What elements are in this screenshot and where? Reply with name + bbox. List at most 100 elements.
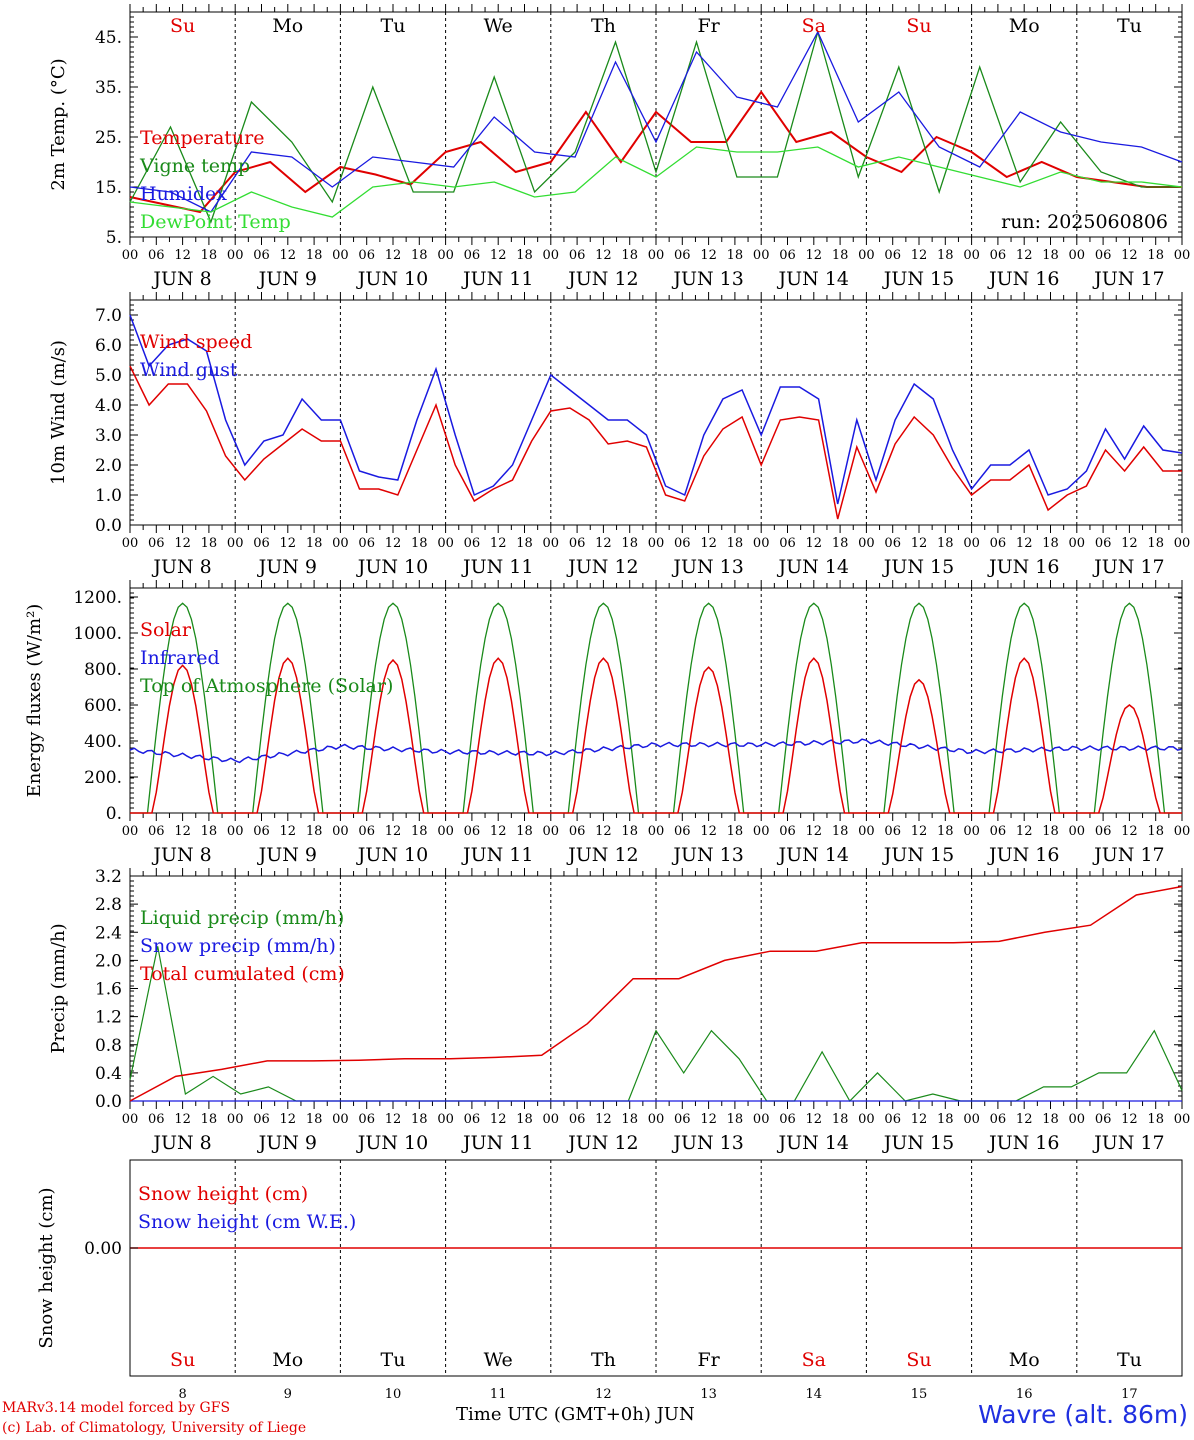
- series-line-infrared: [129, 738, 1183, 764]
- date-tick-label: JUN 8: [151, 268, 211, 290]
- hour-tick-label: 12: [700, 536, 717, 551]
- weekday-label: Su: [170, 1349, 195, 1371]
- weekday-label: Tu: [1117, 15, 1142, 37]
- hour-tick-label: 06: [674, 1112, 691, 1127]
- weekday-label: Su: [906, 15, 931, 37]
- date-tick-label: JUN 12: [566, 1132, 638, 1154]
- y-tick-label: 2.4: [95, 923, 122, 943]
- panel-frame: [129, 299, 1183, 526]
- hour-tick-label: 18: [516, 824, 533, 839]
- hour-tick-label: 12: [1016, 248, 1033, 263]
- hour-tick-label: 06: [464, 248, 481, 263]
- hour-tick-label: 18: [727, 824, 744, 839]
- series-line-temperature: [129, 90, 1182, 214]
- hour-tick-label: 12: [911, 824, 928, 839]
- y-axis-title: Snow height (cm): [36, 1187, 57, 1348]
- hour-tick-label: 00: [1174, 248, 1191, 263]
- hour-tick-label: 18: [306, 824, 323, 839]
- day-number-label: 8: [178, 1387, 186, 1402]
- y-axis-title: Precip (mm/h): [48, 923, 69, 1053]
- hour-tick-label: 06: [1095, 536, 1112, 551]
- y-axis-title: Energy fluxes (W/m²): [24, 604, 45, 798]
- legend-entry: Total cumulated (cm): [140, 963, 345, 985]
- hour-tick-label: 12: [490, 1112, 507, 1127]
- hour-tick-label: 12: [595, 1112, 612, 1127]
- y-tick-label: 0.4: [95, 1064, 122, 1084]
- hour-tick-label: 00: [437, 536, 454, 551]
- hour-tick-label: 12: [806, 536, 823, 551]
- hour-tick-label: 18: [832, 536, 849, 551]
- hour-tick-label: 18: [727, 248, 744, 263]
- hour-tick-label: 00: [543, 536, 560, 551]
- hour-tick-label: 18: [411, 536, 428, 551]
- hour-tick-label: 12: [1016, 536, 1033, 551]
- hour-tick-label: 12: [1121, 824, 1138, 839]
- date-tick-label: JUN 12: [566, 556, 638, 578]
- hour-tick-label: 18: [1147, 536, 1164, 551]
- day-number-label: 9: [284, 1387, 292, 1402]
- legend-entry: Vigne temp: [139, 155, 250, 177]
- hour-tick-label: 18: [306, 1112, 323, 1127]
- y-tick-label: 800.: [84, 660, 122, 680]
- day-number-label: 16: [1016, 1387, 1033, 1402]
- hour-tick-label: 06: [358, 536, 375, 551]
- hour-tick-label: 00: [437, 824, 454, 839]
- legend-entry: Wind gust: [140, 359, 238, 381]
- y-tick-label: 5.: [106, 228, 122, 248]
- hour-tick-label: 06: [569, 1112, 586, 1127]
- date-tick-label: JUN 17: [1092, 268, 1164, 290]
- hour-tick-label: 00: [122, 536, 139, 551]
- station-name: Wavre (alt. 86m): [978, 1400, 1188, 1429]
- hour-tick-label: 12: [174, 536, 191, 551]
- date-tick-label: JUN 9: [257, 268, 317, 290]
- hour-tick-label: 00: [227, 536, 244, 551]
- hour-tick-label: 06: [990, 248, 1007, 263]
- y-tick-label: 7.0: [95, 306, 122, 326]
- y-tick-label: 1200.: [73, 588, 122, 608]
- date-tick-label: JUN 10: [356, 844, 428, 866]
- day-number-label: 15: [911, 1387, 928, 1402]
- y-tick-label: 3.0: [95, 426, 122, 446]
- hour-tick-label: 12: [595, 248, 612, 263]
- hour-tick-label: 06: [569, 248, 586, 263]
- y-tick-label: 600.: [84, 696, 122, 716]
- hour-tick-label: 18: [1042, 824, 1059, 839]
- date-tick-label: JUN 14: [777, 1132, 849, 1154]
- hour-tick-label: 12: [490, 824, 507, 839]
- hour-tick-label: 12: [700, 248, 717, 263]
- hour-tick-label: 00: [122, 248, 139, 263]
- hour-tick-label: 00: [227, 1112, 244, 1127]
- hour-tick-label: 06: [674, 536, 691, 551]
- date-tick-label: JUN 17: [1092, 1132, 1164, 1154]
- y-tick-label: 2.8: [95, 895, 122, 915]
- hour-tick-label: 00: [332, 248, 349, 263]
- y-tick-label: 1.2: [95, 1008, 122, 1028]
- date-tick-label: JUN 10: [356, 556, 428, 578]
- y-tick-label: 15.: [95, 178, 122, 198]
- hour-tick-label: 06: [779, 248, 796, 263]
- hour-tick-label: 12: [1016, 824, 1033, 839]
- date-tick-label: JUN 16: [987, 556, 1059, 578]
- series-line-vigne-temp: [129, 29, 1182, 224]
- legend-entry: Temperature: [140, 127, 264, 149]
- hour-tick-label: 18: [621, 536, 638, 551]
- hour-tick-label: 06: [674, 248, 691, 263]
- hour-tick-label: 00: [1069, 248, 1086, 263]
- hour-tick-label: 00: [543, 824, 560, 839]
- hour-tick-label: 12: [700, 1112, 717, 1127]
- hour-tick-label: 06: [1095, 248, 1112, 263]
- day-number-label: 12: [595, 1387, 612, 1402]
- hour-tick-label: 18: [1147, 248, 1164, 263]
- hour-tick-label: 18: [832, 1112, 849, 1127]
- weekday-label: Sa: [802, 1349, 826, 1371]
- legend-entry: Infrared: [140, 647, 220, 669]
- hour-tick-label: 00: [648, 536, 665, 551]
- day-number-label: 11: [490, 1387, 507, 1402]
- hour-tick-label: 06: [148, 1112, 165, 1127]
- legend-entry: Top of Atmosphere (Solar): [140, 675, 393, 697]
- hour-tick-label: 00: [122, 1112, 139, 1127]
- hour-tick-label: 00: [1174, 536, 1191, 551]
- hour-tick-label: 18: [1147, 1112, 1164, 1127]
- y-tick-label: 3.2: [95, 867, 122, 887]
- y-tick-label: 200.: [84, 768, 122, 788]
